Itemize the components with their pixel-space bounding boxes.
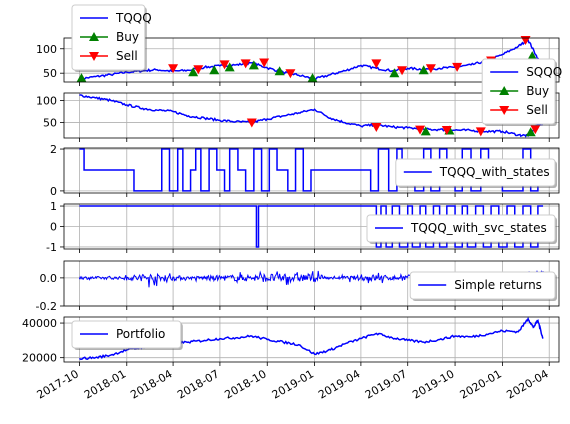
axes-frame [63, 203, 560, 250]
legend-label: TQQQ_with_svc_states [410, 221, 547, 235]
legend-label: Buy [526, 84, 549, 98]
legend-5: Simple returns [409, 271, 557, 301]
sell-marker [259, 58, 270, 68]
buy-marker [274, 66, 285, 76]
buy-marker [76, 73, 87, 83]
subplot-2: 50 100 [36, 92, 560, 142]
series-tqqq-line [78, 38, 544, 82]
buy-marker [389, 68, 400, 78]
y-tick-label: 50 [43, 67, 57, 80]
legend-box [409, 271, 556, 300]
sell-marker [371, 122, 382, 132]
legend-3: TQQQ_with_states [395, 158, 557, 188]
subplot-4: -1 0 1 [46, 200, 560, 254]
buy-marker [420, 126, 431, 136]
x-tick-label: 2017-10 [35, 367, 81, 401]
sell-marker [240, 59, 251, 69]
x-tick-label: 2020-04 [504, 367, 550, 401]
legend-label: TQQQ [115, 11, 152, 25]
x-tick-label: 2018-10 [222, 367, 268, 401]
sell-marker [246, 118, 257, 128]
plot-area [79, 148, 544, 192]
legend-1: TQQQ Buy Sell [71, 4, 152, 72]
legend-label: TQQQ_with_states [439, 165, 550, 179]
series-step-line [79, 148, 544, 192]
sell-marker [397, 66, 408, 76]
x-tick-label: 2018-01 [82, 367, 128, 401]
x-tick-label: 2019-01 [270, 367, 316, 401]
buy-marker [209, 65, 220, 75]
sell-marker [425, 64, 436, 74]
legend-label: SQQQ [526, 65, 562, 79]
y-tick-label: 0 [50, 185, 57, 198]
buy-marker [224, 62, 235, 72]
y-tick-label: -1 [46, 241, 57, 254]
axes-frame [63, 37, 560, 83]
y-tick-label: 50 [43, 117, 57, 130]
y-tick-label: 0.0 [40, 272, 58, 285]
x-tick-label: 2019-10 [410, 367, 456, 401]
subplot-5: -0.2 0.0 [36, 260, 560, 313]
buy-marker [525, 127, 536, 137]
x-tick-label: 2018-04 [128, 367, 174, 401]
axes-frame [63, 260, 560, 307]
plot-area [79, 205, 544, 248]
legend-label: Sell [526, 103, 548, 117]
plot-area [76, 35, 546, 83]
y-tick-label: 40000 [22, 317, 57, 330]
buy-marker [248, 60, 259, 70]
legend-label: Simple returns [454, 278, 542, 292]
buy-marker [307, 73, 318, 83]
y-tick-label: -0.2 [36, 300, 57, 313]
sell-marker [285, 69, 296, 79]
buy-marker [188, 67, 199, 77]
axes-frame [63, 92, 560, 139]
y-tick-label: 0 [50, 221, 57, 234]
legend-4: TQQQ_with_svc_states [366, 214, 557, 244]
sell-marker [530, 125, 541, 135]
sell-marker [219, 60, 230, 70]
legend-sell-marker [499, 106, 510, 115]
plot-area [79, 94, 544, 138]
legend-sell-marker [89, 52, 99, 61]
y-tick-label: 20000 [22, 352, 57, 365]
legend-6: Portfolio [71, 320, 183, 350]
y-tick-label: 100 [36, 95, 57, 108]
legend-label: Sell [116, 49, 138, 63]
legend-label: Buy [116, 30, 139, 44]
series-sqqq-line [79, 94, 544, 138]
sell-marker [415, 125, 426, 135]
buy-marker [418, 65, 429, 75]
y-tick-label: 100 [36, 43, 57, 56]
sell-marker [441, 126, 452, 136]
legend-buy-marker [499, 86, 510, 95]
legend-2: SQQQ Buy Sell [481, 58, 562, 126]
legend-label: Portfolio [116, 327, 165, 341]
legend-buy-marker [89, 32, 99, 41]
y-tick-label: 1 [50, 200, 57, 213]
axes-frame [63, 147, 560, 194]
legend-box [395, 158, 556, 187]
x-tick-label: 2020-01 [458, 367, 504, 401]
sell-marker [371, 59, 382, 69]
sell-marker [193, 65, 204, 75]
sell-marker [452, 62, 463, 72]
sell-marker [475, 127, 486, 137]
legend-box [71, 320, 182, 349]
sell-marker [168, 64, 179, 74]
x-tick-label: 2019-04 [316, 367, 362, 401]
axes-frame [63, 316, 560, 363]
legend-box [366, 214, 556, 243]
x-tick-label: 2018-07 [175, 367, 221, 401]
x-tick-label: 2019-07 [363, 367, 409, 401]
buy-marker [527, 51, 538, 61]
series-step-line [79, 205, 544, 248]
y-tick-label: 2 [50, 143, 57, 156]
